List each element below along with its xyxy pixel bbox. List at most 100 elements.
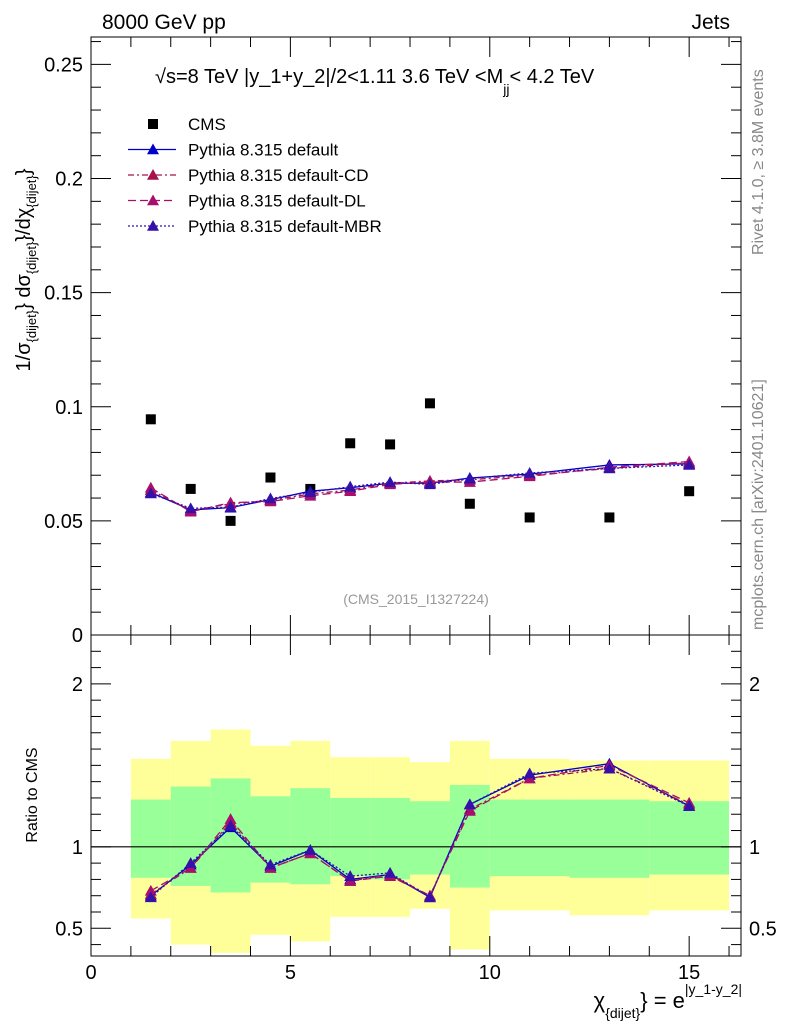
main-y-tick-labels: 0 0.05 0.1 0.15 0.2 0.25 <box>44 54 83 647</box>
main-title: √s=8 TeV |y_1+y_2|/2<1.11 3.6 TeV <Mjj< … <box>155 66 595 97</box>
ratio-series-marker-3 <box>384 866 397 878</box>
cms-data-point <box>684 486 695 497</box>
ratio-y-tick-label-right: 0.5 <box>749 918 777 940</box>
main-series-marker-4 <box>523 466 536 478</box>
legend: CMS Pythia 8.315 default Pythia 8.315 defa… <box>128 115 382 236</box>
x-tick-label: 5 <box>285 962 296 984</box>
ratio-series-marker-3 <box>344 870 357 881</box>
cms-data-point <box>265 472 276 483</box>
main-series-line-2 <box>150 462 690 512</box>
main-series-marker-4 <box>463 472 476 484</box>
x-tick-label: 15 <box>678 962 700 984</box>
ratio-y-tick-label: 0.5 <box>55 918 83 940</box>
ratio-y-tick-label: 2 <box>72 674 83 696</box>
main-series-marker-4 <box>184 502 197 514</box>
main-y-tick-label: 0 <box>72 625 83 647</box>
analysis-label: (CMS_2015_I1327224) <box>343 591 489 607</box>
main-y-tick-label: 0.05 <box>44 511 83 533</box>
cms-data-point <box>385 439 396 450</box>
cms-data-point <box>464 498 475 509</box>
ratio-inner-band <box>330 797 371 877</box>
main-y-tick-label: 0.2 <box>55 169 83 191</box>
ratio-data-marks <box>144 757 696 903</box>
ratio-series-marker-2 <box>224 813 237 824</box>
ratio-series-marker-3 <box>683 800 696 811</box>
main-series-marker-4 <box>264 492 277 504</box>
main-data-marks <box>144 398 696 526</box>
ratio-y-tick-label-right: 2 <box>749 674 760 696</box>
main-series-marker-4 <box>423 478 436 490</box>
ratio-series-marker-2 <box>144 884 157 896</box>
energy-label: 8000 GeV pp <box>102 11 226 34</box>
ratio-series-marker-3 <box>304 844 317 855</box>
ratio-series-marker-3 <box>264 858 277 870</box>
ratio-series-marker-3 <box>224 819 237 831</box>
ratio-inner-band <box>489 799 570 877</box>
ratio-y-tick-label-right: 1 <box>749 837 760 859</box>
ratio-uncertainty-bands <box>130 729 730 953</box>
ratio-plot-frame <box>90 634 742 957</box>
mcplots-label: mcplots.cern.ch [arXiv:2401.10621] <box>750 379 767 630</box>
cms-data-point <box>604 512 615 523</box>
ratio-series-line-3 <box>150 767 690 899</box>
cms-data-point <box>145 414 156 425</box>
cms-data-point <box>345 438 356 449</box>
main-title-suffix: < 4.2 TeV <box>510 66 595 88</box>
main-series-marker-4 <box>603 462 616 474</box>
legend-entry-label: Pythia 8.315 default <box>188 141 339 160</box>
cms-data-point <box>225 515 236 526</box>
main-series-line-3 <box>150 460 690 513</box>
main-series-marker-4 <box>344 480 357 492</box>
main-series-marker-3 <box>144 481 157 493</box>
x-tick-labels: 0 5 10 15 <box>85 962 700 984</box>
legend-entry-label: Pythia 8.315 default-DL <box>188 192 366 211</box>
x-axis-label: χ{dijet}} = e|y_1-y_2| <box>594 981 742 1021</box>
ratio-y-tick-labels: 0.5 0.5 1 1 2 2 <box>55 674 777 940</box>
ratio-series-marker-3 <box>523 767 536 779</box>
ratio-series-marker-3 <box>463 798 476 810</box>
ratio-inner-band <box>290 788 331 885</box>
ratio-inner-band <box>569 799 650 878</box>
x-tick-label: 10 <box>479 962 501 984</box>
ratio-series-marker-3 <box>144 891 157 903</box>
ratio-inner-band <box>130 799 171 878</box>
main-series-marker-4 <box>304 486 317 498</box>
ratio-inner-band <box>370 797 411 880</box>
ratio-inner-band <box>649 801 730 875</box>
main-title-sub: jj <box>502 81 509 97</box>
ratio-y-axis-label: Ratio to CMS <box>24 747 41 842</box>
process-label: Jets <box>691 11 730 34</box>
main-series-marker-4 <box>384 476 397 487</box>
legend-marker-cms <box>148 119 158 129</box>
x-tick-label: 0 <box>85 962 96 984</box>
main-y-axis-label: 1/σ{dijet}} dσ{dijet}}/dχ{dijet}} <box>13 168 39 371</box>
main-series-line-4 <box>150 464 690 509</box>
legend-marker <box>147 169 159 180</box>
main-series-marker-4 <box>683 458 696 470</box>
main-y-tick-label: 0.25 <box>44 54 83 76</box>
ratio-y-tick-label: 1 <box>72 837 83 859</box>
ratio-series-marker-3 <box>184 857 197 868</box>
main-series-marker-4 <box>144 487 157 499</box>
legend-marker <box>147 143 159 155</box>
ratio-axis-ticks <box>90 635 741 956</box>
main-title-prefix: √s=8 TeV |y_1+y_2|/2<1.11 3.6 TeV <M <box>155 66 503 88</box>
ratio-series-marker-3 <box>423 891 436 903</box>
main-y-tick-label: 0.1 <box>55 397 83 419</box>
ratio-series-line-2 <box>150 764 690 897</box>
main-axis-ticks <box>90 37 741 636</box>
legend-marker <box>147 194 159 206</box>
ratio-inner-band <box>410 801 450 875</box>
main-y-tick-label: 0.15 <box>44 283 83 305</box>
rivet-label: Rivet 4.1.0, ≥ 3.8M events <box>750 69 767 255</box>
cms-data-point <box>424 398 435 409</box>
legend-entry-label: Pythia 8.315 default-CD <box>188 166 369 185</box>
legend-marker <box>147 220 159 231</box>
legend-entry-label: CMS <box>188 115 226 134</box>
cms-data-point <box>185 483 196 494</box>
cms-data-point <box>524 512 535 523</box>
main-series-marker-4 <box>224 501 237 512</box>
legend-entry-label: Pythia 8.315 default-MBR <box>188 217 382 236</box>
ratio-series-marker-3 <box>603 762 616 774</box>
